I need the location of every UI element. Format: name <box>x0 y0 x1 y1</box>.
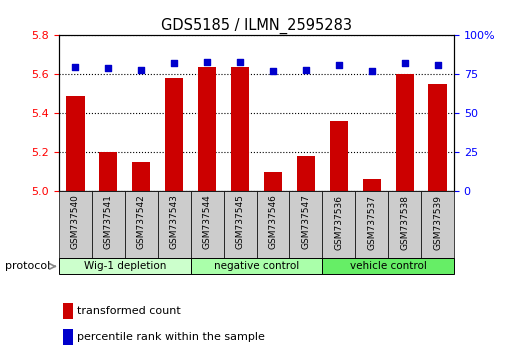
Text: GSM737537: GSM737537 <box>367 195 376 250</box>
Point <box>368 68 376 74</box>
Text: GDS5185 / ILMN_2595283: GDS5185 / ILMN_2595283 <box>161 18 352 34</box>
Bar <box>231 67 249 191</box>
Point <box>302 67 310 73</box>
Bar <box>100 152 117 191</box>
Text: GSM737538: GSM737538 <box>400 195 409 250</box>
Point <box>334 62 343 68</box>
Bar <box>396 74 413 191</box>
Text: percentile rank within the sample: percentile rank within the sample <box>77 332 265 342</box>
Bar <box>256 191 289 258</box>
Bar <box>322 258 454 274</box>
Text: protocol: protocol <box>5 261 50 272</box>
Text: GSM737545: GSM737545 <box>235 195 245 250</box>
Bar <box>421 191 454 258</box>
Bar <box>125 191 158 258</box>
Bar <box>63 303 73 319</box>
Text: GSM737542: GSM737542 <box>137 195 146 249</box>
Text: transformed count: transformed count <box>77 306 181 316</box>
Point <box>203 59 211 65</box>
Text: GSM737546: GSM737546 <box>268 195 278 250</box>
Text: Wig-1 depletion: Wig-1 depletion <box>84 261 166 272</box>
Bar <box>224 191 256 258</box>
Bar <box>322 191 355 258</box>
Bar <box>330 121 348 191</box>
Text: GSM737541: GSM737541 <box>104 195 113 250</box>
Bar <box>132 162 150 191</box>
Bar <box>191 258 322 274</box>
Point <box>433 62 442 68</box>
Text: negative control: negative control <box>214 261 299 272</box>
Bar <box>297 156 315 191</box>
Bar <box>264 172 282 191</box>
Bar <box>363 179 381 191</box>
Bar <box>66 96 85 191</box>
Bar <box>198 67 216 191</box>
Text: GSM737547: GSM737547 <box>301 195 310 250</box>
Point <box>269 68 277 74</box>
Text: GSM737536: GSM737536 <box>334 195 343 250</box>
Bar <box>59 191 92 258</box>
Text: GSM737540: GSM737540 <box>71 195 80 250</box>
Point <box>104 65 112 71</box>
Bar <box>59 258 191 274</box>
Point <box>170 61 179 66</box>
Point <box>236 59 244 65</box>
Point <box>71 64 80 69</box>
Bar <box>63 329 73 345</box>
Bar <box>388 191 421 258</box>
Bar <box>92 191 125 258</box>
Text: GSM737544: GSM737544 <box>203 195 212 249</box>
Text: GSM737539: GSM737539 <box>433 195 442 250</box>
Bar <box>158 191 191 258</box>
Point <box>401 61 409 66</box>
Bar <box>428 84 447 191</box>
Bar <box>289 191 322 258</box>
Bar <box>355 191 388 258</box>
Bar <box>191 191 224 258</box>
Bar <box>165 78 183 191</box>
Text: vehicle control: vehicle control <box>350 261 427 272</box>
Text: GSM737543: GSM737543 <box>170 195 179 250</box>
Point <box>137 67 145 73</box>
